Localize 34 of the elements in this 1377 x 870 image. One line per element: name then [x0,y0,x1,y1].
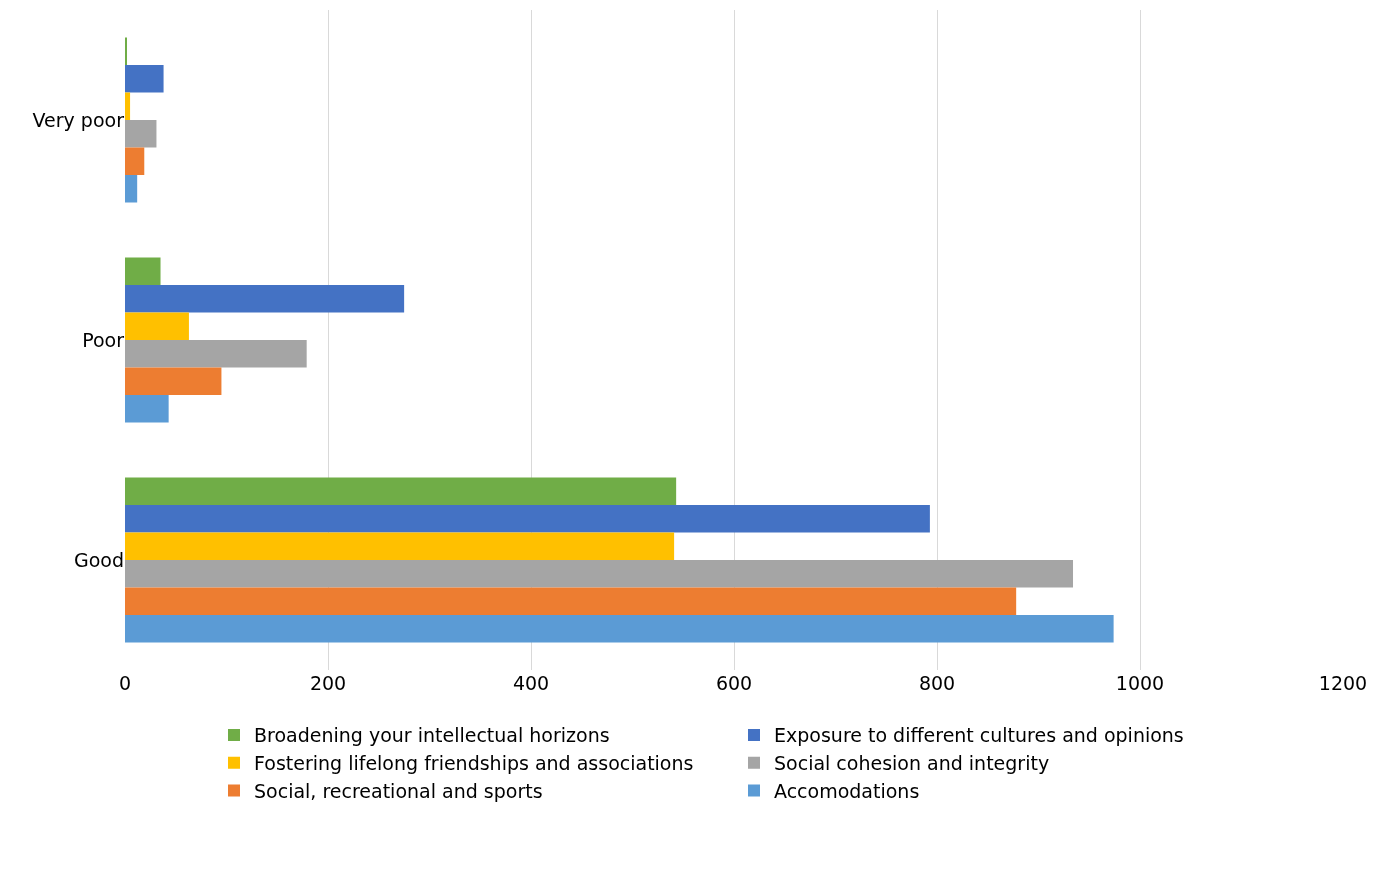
bar [125,312,189,340]
x-tick-label: 800 [918,672,956,694]
x-tick-label: 1200 [1318,672,1368,694]
bar [125,477,677,505]
legend-label: Broadening your intellectual horizons [254,724,610,747]
bar [125,92,131,120]
bar [125,340,307,368]
bar [125,395,169,423]
x-tick-label: 0 [118,672,132,694]
bar [125,505,930,533]
y-tick-label: Good [73,548,124,571]
legend-label: Fostering lifelong friendships and associations [254,752,694,775]
bar [125,615,1114,643]
bar [125,120,157,148]
y-tick-label: Poor [82,328,125,351]
bar [125,587,1017,615]
bar [125,367,222,395]
x-tick-label: 400 [512,672,550,694]
bar [125,147,145,175]
x-tick-label: 200 [309,672,347,694]
bar [125,532,675,560]
x-tick-label: 1000 [1115,672,1165,694]
legend-label: Accomodations [774,779,920,802]
bar [125,560,1074,588]
legend-label: Social, recreational and sports [254,779,543,802]
legend-label: Social cohesion and integrity [774,752,1050,775]
x-tick-label: 600 [715,672,753,694]
bar [125,285,405,313]
bar [125,175,138,203]
legend-label: Exposure to different cultures and opinions [774,724,1184,747]
bar [125,37,128,65]
bar [125,65,164,93]
y-tick-label: Very poor [32,108,125,131]
bar [125,257,161,285]
